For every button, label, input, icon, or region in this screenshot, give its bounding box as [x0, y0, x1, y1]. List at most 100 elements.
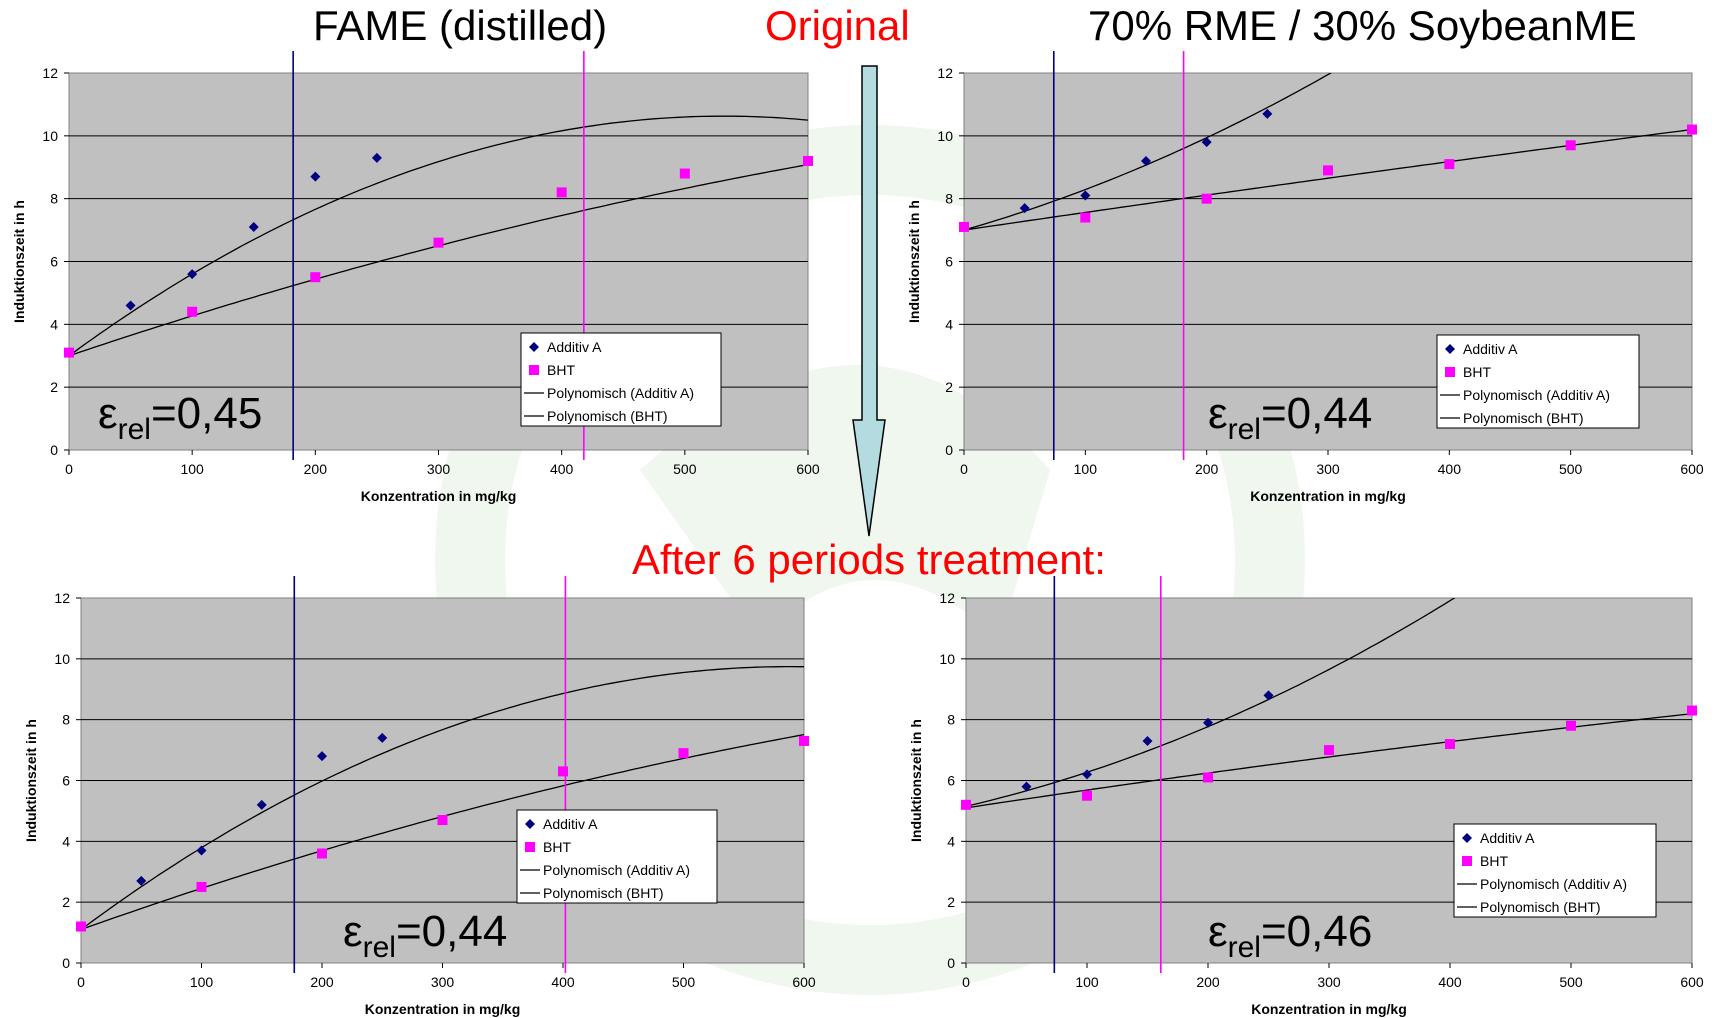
legend-box: [516, 809, 718, 904]
additiv-a-point: [1142, 735, 1153, 746]
additiv-a-point: [1019, 203, 1030, 214]
x-tick-label: 600: [792, 974, 816, 990]
down-arrow: [852, 65, 886, 537]
y-tick-label: 8: [50, 191, 58, 207]
additiv-a-point: [196, 845, 207, 856]
x-tick-label: 500: [673, 461, 697, 477]
epsilon-annotation: εrel=0,46: [1208, 907, 1372, 964]
y-tick-label: 12: [54, 590, 70, 606]
additiv-a-point: [136, 875, 147, 886]
additiv-a-point: [1203, 717, 1213, 728]
y-tick-label: 4: [947, 833, 955, 849]
y-tick-label: 10: [939, 651, 955, 667]
chart-4: 0 2 4 6 8 10 12 0 100 200 300 400 500 600 Konzentratio…: [908, 576, 1704, 1017]
legend-box: [1436, 334, 1640, 429]
bht-point: [556, 187, 567, 198]
legend-label: Polynomisch (Additiv A): [1480, 876, 1627, 892]
legend-marker-square: [1445, 367, 1455, 377]
x-axis-label: Konzentration in mg/kg: [1250, 488, 1406, 504]
y-tick-label: 12: [42, 65, 58, 81]
legend-label: Polynomisch (Additiv A): [543, 862, 690, 878]
y-tick-label: 6: [50, 254, 58, 270]
epsilon-annotation: εrel=0,44: [1208, 389, 1372, 446]
title-rme-soybean: 70% RME / 30% SoybeanME: [1088, 2, 1637, 49]
additiv-a-point: [248, 221, 259, 232]
legend-marker-square: [529, 365, 539, 375]
epsilon-annotation: εrel=0,45: [98, 389, 262, 446]
bht-point: [317, 848, 327, 859]
x-tick-label: 500: [1559, 461, 1583, 477]
x-axis-label: Konzentration in mg/kg: [1251, 1001, 1407, 1017]
x-tick-label: 300: [427, 461, 451, 477]
y-tick-label: 6: [947, 773, 955, 789]
y-tick-label: 0: [50, 442, 58, 458]
bht-point: [310, 272, 321, 283]
legend-label: Polynomisch (BHT): [1463, 410, 1584, 426]
y-tick-label: 0: [62, 955, 70, 971]
legend-label: Polynomisch (Additiv A): [1463, 387, 1610, 403]
additiv-a-point: [1141, 155, 1151, 166]
bht-point: [803, 155, 813, 166]
bht-point: [1445, 739, 1455, 749]
bht-point: [1323, 165, 1333, 176]
bht-point: [679, 168, 690, 179]
bht-point: [1324, 745, 1334, 756]
y-tick-label: 4: [50, 316, 58, 332]
additiv-a-point: [1263, 690, 1274, 701]
bht-point: [1082, 790, 1092, 801]
bht-point: [196, 881, 207, 892]
bht-point: [64, 347, 74, 358]
x-tick-label: 400: [551, 974, 575, 990]
trendline: [964, 73, 1333, 231]
x-tick-label: 300: [1316, 461, 1340, 477]
y-tick-label: 8: [945, 191, 953, 207]
y-axis-label: Induktionszeit in h: [908, 719, 924, 842]
x-tick-label: 200: [304, 461, 328, 477]
legend-label: BHT: [547, 362, 575, 378]
x-tick-label: 0: [65, 461, 73, 477]
bht-point: [1203, 772, 1213, 783]
y-tick-label: 10: [54, 651, 70, 667]
bht-point: [76, 921, 86, 932]
x-tick-label: 500: [1559, 974, 1583, 990]
x-tick-label: 200: [310, 974, 334, 990]
y-tick-label: 2: [62, 894, 70, 910]
additiv-a-point: [317, 751, 327, 762]
x-tick-label: 300: [1317, 974, 1341, 990]
legend-label: Polynomisch (BHT): [1480, 899, 1601, 915]
legend-label: BHT: [543, 839, 571, 855]
bht-point: [799, 735, 809, 746]
title-original: Original: [765, 2, 910, 49]
y-tick-label: 0: [945, 442, 953, 458]
y-tick-label: 2: [945, 379, 953, 395]
additiv-a-point: [187, 269, 198, 280]
additiv-a-point: [1021, 781, 1032, 792]
legend-label: Polynomisch (BHT): [543, 885, 664, 901]
legend-label: Additiv A: [543, 816, 598, 832]
chart-1: 0 2 4 6 8 10 12 0 100 200 300 400 500 600 Konzentratio…: [11, 51, 820, 504]
legend: Additiv A BHT Polynomisch (Additiv A) Polyn…: [516, 809, 718, 904]
additiv-a-point: [1080, 190, 1091, 201]
y-tick-label: 2: [50, 379, 58, 395]
y-tick-label: 8: [62, 712, 70, 728]
epsilon-annotation: εrel=0,44: [343, 907, 507, 964]
bht-point: [1565, 140, 1576, 151]
y-tick-label: 10: [937, 128, 953, 144]
additiv-a-point: [1201, 137, 1212, 148]
y-tick-label: 4: [62, 833, 70, 849]
legend-marker-diamond: [529, 342, 539, 352]
x-tick-label: 100: [1074, 461, 1098, 477]
additiv-a-point: [256, 799, 267, 810]
y-tick-label: 12: [937, 65, 953, 81]
legend-marker-diamond: [1462, 833, 1472, 843]
y-axis-label: Induktionszeit in h: [906, 200, 922, 323]
y-axis-label: Induktionszeit in h: [23, 719, 39, 842]
x-tick-label: 500: [672, 974, 696, 990]
x-tick-label: 200: [1196, 974, 1220, 990]
legend-label: Additiv A: [1463, 341, 1518, 357]
y-axis-label: Induktionszeit in h: [11, 200, 27, 323]
x-tick-label: 0: [77, 974, 85, 990]
legend-box: [520, 332, 722, 427]
